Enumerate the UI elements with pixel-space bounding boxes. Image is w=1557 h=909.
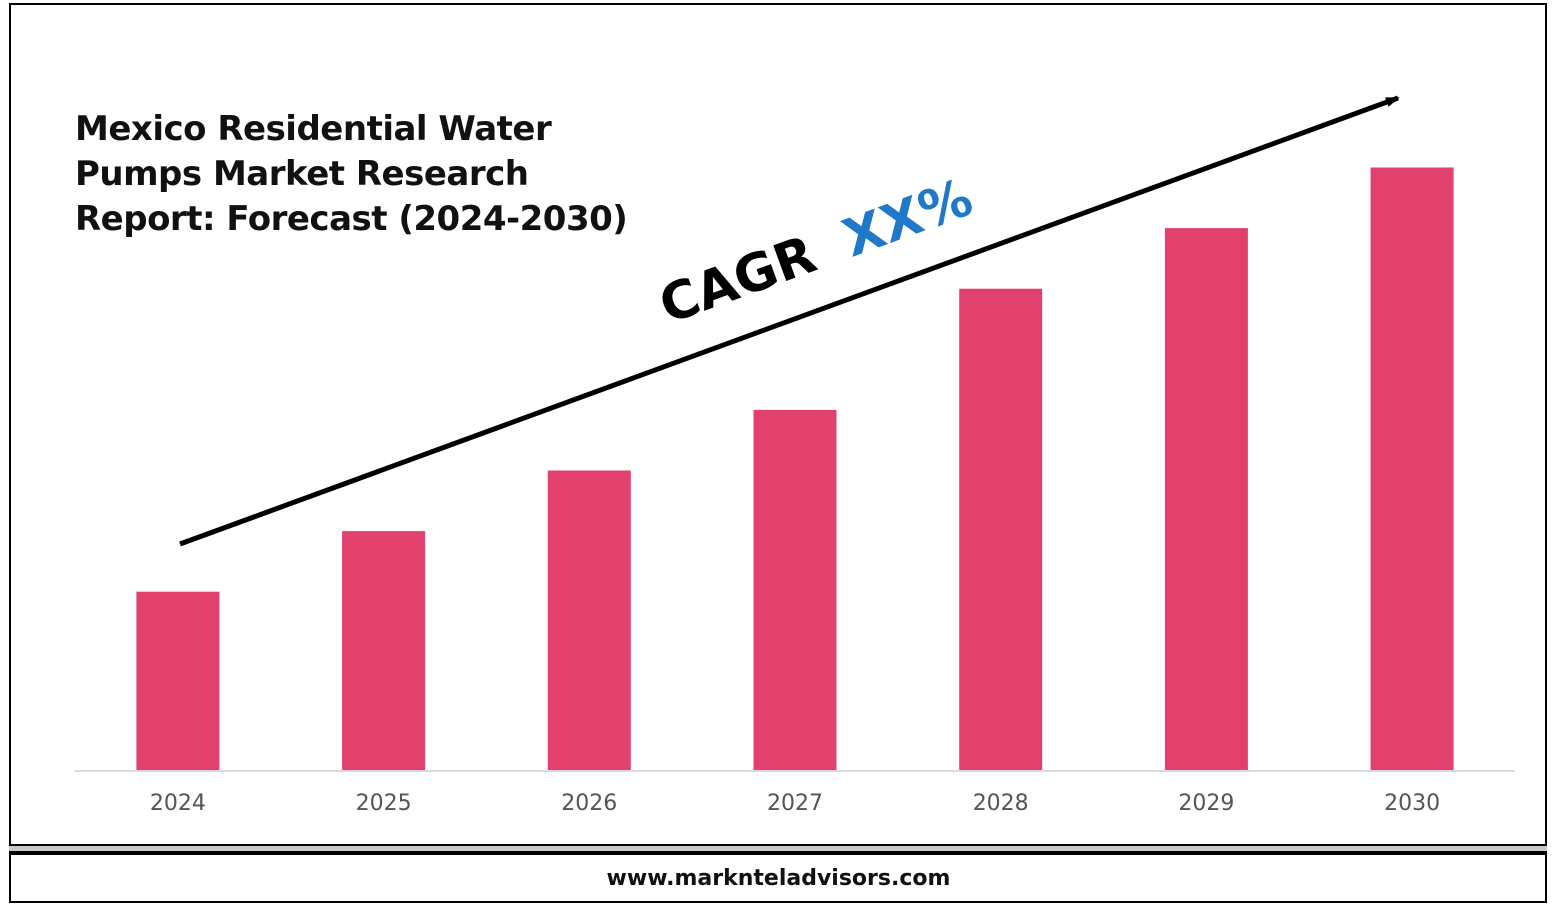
bar-2028 [959, 288, 1043, 770]
bar-2030 [1370, 167, 1454, 770]
x-tick-label-2027: 2027 [767, 791, 823, 816]
trend-arrow [179, 95, 1400, 547]
footer-url: www.marknteladvisors.com [606, 866, 951, 891]
bar-2027 [753, 409, 837, 770]
chart-title-line-2: Pumps Market Research [75, 154, 529, 194]
x-tick-label-2030: 2030 [1384, 791, 1440, 816]
x-tick-label-2029: 2029 [1178, 791, 1234, 816]
bar-2025 [342, 531, 426, 770]
x-tick-label-2026: 2026 [561, 791, 617, 816]
footer-bar [9, 851, 1547, 903]
x-tick-labels: 2024 2025 2026 2027 2028 2029 2030 [150, 791, 1440, 816]
cagr-value: XX% [835, 168, 980, 270]
x-tick-label-2025: 2025 [356, 791, 412, 816]
bars-group [136, 167, 1454, 771]
chart-title-line-1: Mexico Residential Water [75, 109, 552, 149]
chart-title: Mexico Residential Water Pumps Market Re… [75, 107, 635, 242]
bar-2029 [1164, 228, 1248, 771]
chart-title-line-3: Report: Forecast (2024-2030) [75, 199, 628, 239]
bar-2026 [547, 470, 631, 770]
x-tick-label-2028: 2028 [973, 791, 1029, 816]
footer-divider [9, 846, 1547, 852]
bar-2024 [136, 591, 220, 770]
x-tick-label-2024: 2024 [150, 791, 206, 816]
